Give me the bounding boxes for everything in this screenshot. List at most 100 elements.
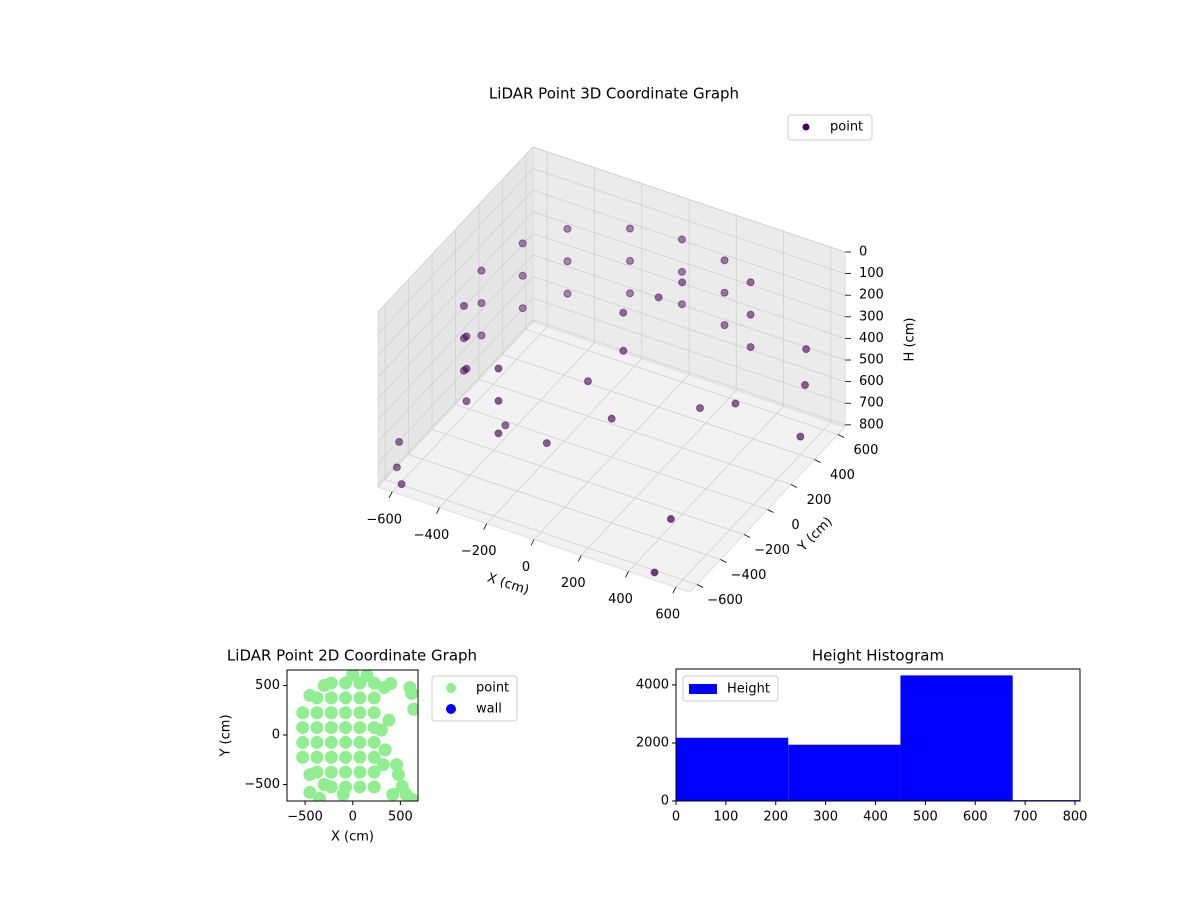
point: [303, 688, 317, 702]
chart-title: Height Histogram: [812, 647, 944, 665]
point: [720, 288, 729, 297]
x-tick-label: 100: [713, 810, 738, 825]
point: [382, 713, 396, 727]
grid-line: [532, 276, 846, 383]
point: [386, 787, 400, 801]
point: [677, 300, 686, 309]
point: [360, 670, 374, 683]
point: [563, 257, 572, 266]
point: [296, 721, 310, 735]
x-tick-label: 300: [813, 810, 838, 825]
point: [367, 780, 381, 794]
point: [501, 421, 510, 430]
point: [384, 677, 398, 691]
grid-line: [377, 276, 534, 442]
point: [336, 787, 350, 801]
x-tick-label: 500: [913, 810, 938, 825]
point: [353, 750, 367, 764]
x-tick-label: 400: [608, 592, 633, 607]
point: [459, 366, 468, 375]
x-axis-label: X (cm): [331, 830, 374, 845]
grid-line: [377, 211, 534, 378]
point: [720, 321, 729, 330]
tick-mark: [388, 491, 393, 498]
y-tick-label: −600: [707, 593, 743, 608]
tick-mark: [625, 571, 629, 578]
z-tick-label: 600: [859, 374, 884, 389]
point: [746, 310, 755, 319]
point: [477, 331, 486, 340]
chart-title: LiDAR Point 2D Coordinate Graph: [227, 647, 477, 665]
point: [746, 278, 755, 287]
grid-line: [377, 319, 534, 486]
point: [303, 768, 317, 782]
grid-line: [377, 297, 534, 464]
tick-mark: [530, 539, 535, 546]
grid-line: [502, 354, 815, 460]
point: [296, 706, 310, 720]
point: [462, 397, 471, 406]
grid-line: [408, 454, 721, 560]
point: [731, 399, 740, 408]
point: [324, 706, 338, 720]
y-tick-label: 500: [255, 678, 280, 693]
grid-line: [377, 233, 534, 399]
y-axis-label: Y (cm): [795, 514, 836, 555]
y-tick-label: −200: [754, 543, 790, 558]
legend-box: [787, 114, 873, 141]
point: [392, 463, 401, 472]
point: [720, 256, 729, 265]
point: [619, 308, 628, 317]
z-tick-label: 200: [859, 288, 884, 303]
legend-marker: [446, 704, 456, 714]
grid-line: [384, 479, 698, 585]
point: [296, 735, 310, 749]
point: [403, 681, 417, 695]
point: [583, 377, 592, 386]
grid-line: [377, 146, 534, 313]
point: [477, 266, 486, 275]
point: [563, 224, 572, 233]
grid-line: [377, 189, 534, 356]
y-tick-label: −500: [244, 777, 280, 792]
point: [654, 293, 663, 302]
point: [796, 432, 805, 441]
point: [397, 480, 406, 489]
x-tick-label: −400: [414, 528, 450, 543]
point: [494, 396, 503, 405]
grid-line: [478, 379, 792, 485]
point: [353, 691, 367, 705]
point: [317, 679, 331, 693]
grid-line: [377, 254, 534, 421]
y-tick-label: 0: [791, 518, 799, 533]
point: [367, 706, 381, 720]
point: [494, 429, 503, 438]
tick-mark: [577, 555, 582, 562]
point: [696, 404, 705, 413]
point: [390, 758, 404, 772]
point: [666, 515, 675, 524]
point: [407, 702, 418, 716]
tick-mark: [743, 534, 751, 538]
tick-mark: [672, 587, 677, 594]
point: [395, 437, 404, 446]
x-tick-label: −500: [287, 810, 323, 825]
y-tick-label: 4000: [636, 677, 669, 692]
tick-mark: [483, 523, 488, 530]
point: [312, 791, 326, 801]
point: [677, 267, 686, 276]
tick-mark: [720, 559, 727, 563]
grid-line: [377, 168, 534, 334]
point: [563, 289, 572, 298]
x-tick-label: 200: [561, 576, 586, 591]
tick-mark: [790, 484, 798, 488]
point: [353, 706, 367, 720]
point: [296, 750, 310, 764]
point: [378, 743, 392, 757]
grid-line: [431, 429, 745, 535]
point: [746, 343, 755, 352]
point: [339, 765, 353, 779]
point: [324, 750, 338, 764]
point: [619, 346, 628, 355]
legend-marker: [689, 684, 717, 694]
